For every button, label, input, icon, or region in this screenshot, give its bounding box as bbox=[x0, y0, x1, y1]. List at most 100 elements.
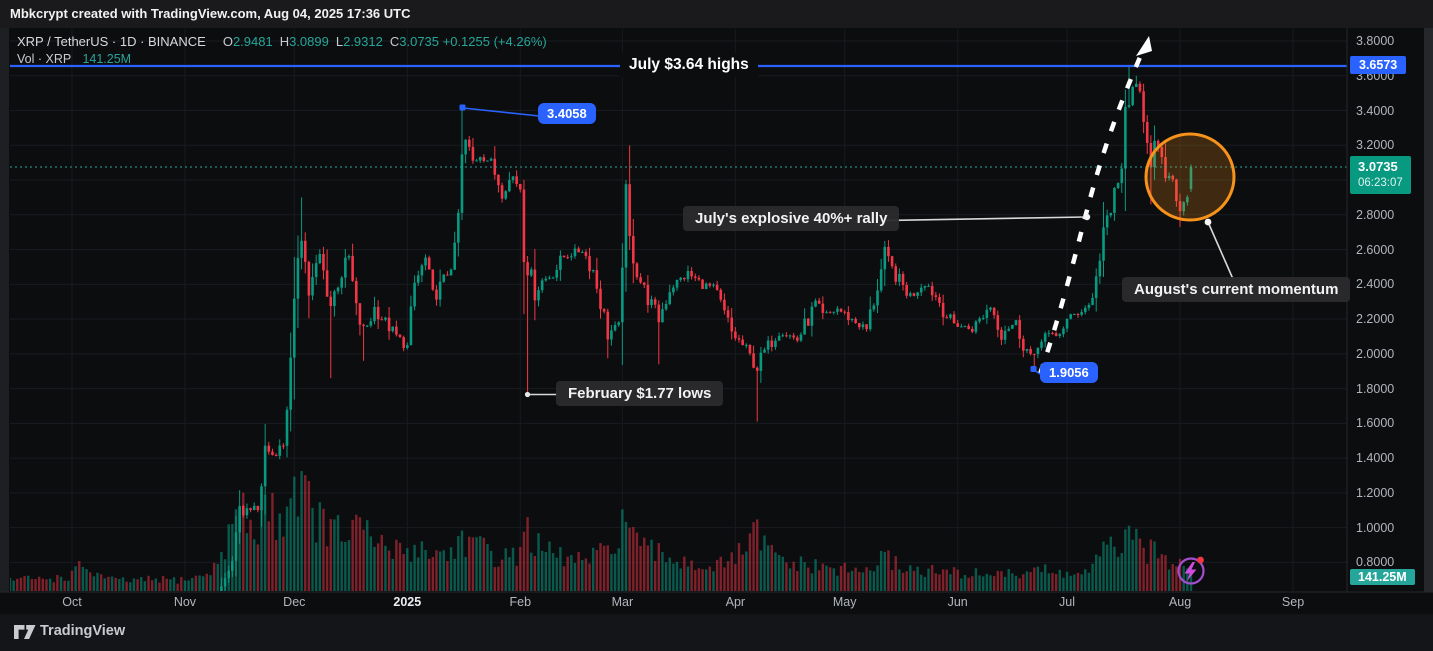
last-price-value: 3.0735 bbox=[1358, 159, 1398, 174]
volume-legend-row[interactable]: Vol · XRP 141.25M bbox=[17, 52, 131, 66]
ohlc-values: O2.9481 H3.0899 L2.9312 C3.0735 +0.1255 (+4… bbox=[216, 34, 547, 49]
volume-bar bbox=[511, 547, 515, 591]
volume-bar bbox=[191, 577, 194, 591]
candle-body bbox=[836, 308, 839, 312]
candle-body bbox=[584, 252, 588, 257]
volume-bar bbox=[519, 546, 522, 591]
candle-body bbox=[347, 256, 351, 258]
volume-bar bbox=[559, 547, 562, 591]
rally-callout[interactable]: July's explosive 40%+ rally bbox=[683, 206, 900, 231]
candle-body bbox=[249, 508, 252, 510]
candle-body bbox=[774, 340, 777, 347]
volume-bar bbox=[836, 575, 839, 591]
high-price-tag[interactable]: 3.4058 bbox=[538, 103, 596, 124]
volume-bar bbox=[417, 557, 420, 591]
candle-body bbox=[122, 609, 125, 610]
price-axis-tick: 2.0000 bbox=[1356, 346, 1395, 361]
candle-body bbox=[1022, 338, 1025, 351]
candle-body bbox=[416, 275, 420, 283]
volume-bar bbox=[1022, 574, 1025, 591]
ideas-stream-icon[interactable] bbox=[1177, 556, 1205, 585]
candle-body bbox=[883, 246, 887, 270]
candle-body bbox=[380, 319, 384, 321]
candle-body bbox=[1003, 330, 1007, 340]
candle-body bbox=[1058, 334, 1062, 336]
momentum-circle-drawing[interactable] bbox=[1144, 132, 1236, 222]
candle-body bbox=[406, 345, 409, 348]
candle-body bbox=[879, 269, 883, 291]
august-callout[interactable]: August's current momentum bbox=[1122, 277, 1351, 302]
volume-bar bbox=[482, 537, 486, 591]
volume-axis-label: 141.25M bbox=[1350, 569, 1415, 585]
volume-bar bbox=[759, 550, 763, 591]
volume-bar bbox=[325, 546, 329, 591]
volume-bar bbox=[1124, 529, 1127, 591]
candle-body bbox=[599, 288, 602, 310]
candle-body bbox=[231, 560, 234, 571]
tradingview-watermark[interactable]: TradingView bbox=[40, 623, 126, 639]
tradingview-logo-icon[interactable] bbox=[13, 623, 37, 642]
candle-body bbox=[562, 255, 566, 258]
candle-body bbox=[1164, 157, 1167, 179]
candle-body bbox=[970, 328, 974, 332]
volume-bar bbox=[843, 562, 846, 591]
candle-body bbox=[580, 252, 584, 254]
candle-body bbox=[274, 454, 278, 456]
volume-bar bbox=[785, 562, 788, 591]
candle-body bbox=[1091, 297, 1094, 305]
symbol-title: XRP / TetherUS · 1D · BINANCE bbox=[17, 34, 206, 49]
volume-bar bbox=[777, 555, 781, 591]
volume-bar bbox=[81, 566, 85, 591]
candle-body bbox=[519, 184, 522, 190]
feb-leader-dot bbox=[524, 391, 531, 398]
symbol-legend-row[interactable]: XRP / TetherUS · 1D · BINANCE O2.9481 H3.0… bbox=[17, 34, 547, 49]
candle-body bbox=[453, 242, 456, 270]
low-price-tag[interactable]: 1.9056 bbox=[1040, 362, 1098, 383]
volume-bar bbox=[963, 575, 967, 591]
candle-body bbox=[9, 604, 12, 605]
volume-bar bbox=[194, 575, 198, 591]
candle-body bbox=[278, 445, 282, 456]
candle-body bbox=[333, 291, 336, 307]
candle-body bbox=[1051, 332, 1054, 334]
volume-bar bbox=[570, 555, 573, 591]
high-tag-marker[interactable] bbox=[459, 104, 466, 111]
volume-bar bbox=[599, 543, 602, 591]
high-tag-callout-line bbox=[462, 107, 540, 117]
candle-body bbox=[872, 305, 876, 310]
volume-bar bbox=[180, 577, 183, 591]
volume-bar bbox=[1084, 569, 1087, 591]
volume-bar bbox=[934, 573, 938, 591]
candle-body bbox=[1102, 227, 1105, 261]
candle-body bbox=[642, 282, 646, 285]
candle-body bbox=[788, 335, 792, 337]
rally-leader-line bbox=[885, 216, 1086, 222]
ohlc-value: 3.0899 bbox=[289, 34, 329, 49]
volume-bar bbox=[358, 517, 362, 591]
candle-body bbox=[1073, 314, 1076, 316]
ohlc-key: H bbox=[279, 34, 290, 49]
candle-body bbox=[1142, 91, 1145, 122]
july-high-note[interactable]: July $3.64 highs bbox=[620, 53, 758, 77]
candle-body bbox=[1160, 147, 1164, 158]
volume-bar bbox=[63, 580, 66, 591]
volume-bar bbox=[373, 546, 376, 591]
rally-arrow-drawing[interactable] bbox=[1037, 47, 1147, 375]
volume-bar bbox=[12, 580, 15, 591]
volume-bar bbox=[796, 570, 799, 591]
volume-bar bbox=[668, 557, 671, 591]
volume-bar bbox=[982, 576, 985, 591]
low-tag-marker[interactable] bbox=[1030, 366, 1037, 372]
volume-bar bbox=[643, 537, 646, 591]
volume-bar bbox=[821, 563, 825, 591]
candle-body bbox=[220, 586, 223, 591]
candle-body bbox=[1113, 187, 1116, 213]
candle-body bbox=[551, 277, 555, 279]
candle-body bbox=[981, 317, 985, 319]
volume-bar bbox=[566, 556, 569, 591]
feb-low-callout[interactable]: February $1.77 lows bbox=[556, 381, 724, 406]
volume-bar bbox=[770, 545, 774, 591]
candle-body bbox=[460, 154, 464, 213]
volume-bar bbox=[212, 562, 216, 591]
